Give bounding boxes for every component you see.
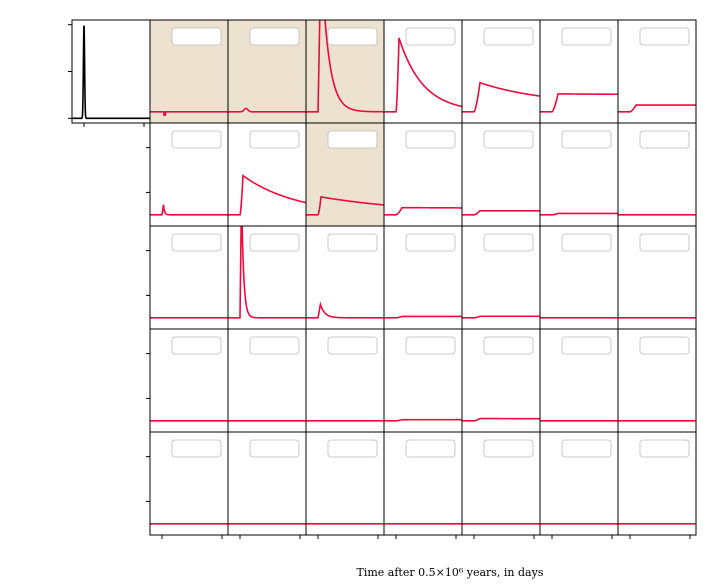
value-box [405, 439, 456, 458]
value-box [327, 130, 378, 149]
series-line [540, 212, 618, 216]
value-box [171, 27, 222, 46]
series-line [384, 315, 462, 319]
value-box [483, 27, 534, 46]
value-box [639, 27, 690, 46]
series-line [618, 104, 696, 113]
series-line [540, 93, 618, 113]
value-box [249, 130, 300, 149]
cell-border [617, 431, 697, 536]
value-box [171, 439, 222, 458]
value-box [327, 233, 378, 252]
value-box [249, 27, 300, 46]
value-box [561, 336, 612, 355]
series-line [462, 417, 540, 422]
value-box [327, 27, 378, 46]
value-box [405, 130, 456, 149]
value-box [405, 233, 456, 252]
series-line [384, 418, 462, 422]
value-box [483, 336, 534, 355]
value-box [561, 439, 612, 458]
value-box [249, 439, 300, 458]
value-box [483, 439, 534, 458]
value-box [561, 233, 612, 252]
series-line [462, 81, 540, 113]
value-box [171, 130, 222, 149]
value-box [171, 233, 222, 252]
value-box [639, 439, 690, 458]
series-line [150, 111, 228, 116]
value-box [171, 336, 222, 355]
value-box [639, 233, 690, 252]
series-line [384, 206, 462, 216]
value-box [561, 130, 612, 149]
value-box [405, 27, 456, 46]
value-box [483, 233, 534, 252]
value-box [249, 336, 300, 355]
series-line [384, 37, 462, 113]
series-line [306, 301, 384, 319]
value-box [483, 130, 534, 149]
value-box [249, 233, 300, 252]
value-box [327, 439, 378, 458]
series-line [306, 20, 384, 113]
flare-line [72, 25, 150, 120]
series-line [228, 174, 306, 216]
value-box [639, 130, 690, 149]
series-line [150, 204, 228, 216]
x-axis-label: Time after 0.5×10⁶ years, in days [357, 566, 544, 579]
series-line [228, 107, 306, 113]
value-box [405, 336, 456, 355]
series-line [228, 226, 306, 319]
series-line [462, 209, 540, 216]
value-box [639, 336, 690, 355]
value-box [327, 336, 378, 355]
value-box [561, 27, 612, 46]
series-line [462, 315, 540, 319]
series-line [306, 195, 384, 216]
